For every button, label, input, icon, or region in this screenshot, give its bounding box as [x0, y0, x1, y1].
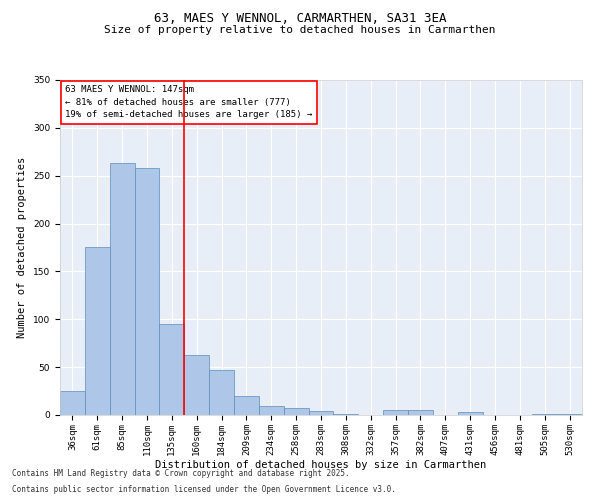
Bar	[532, 414, 557, 415]
Bar	[308, 411, 334, 415]
Text: Contains HM Land Registry data © Crown copyright and database right 2025.: Contains HM Land Registry data © Crown c…	[12, 468, 350, 477]
Bar	[60, 391, 85, 415]
Bar	[557, 414, 582, 415]
Bar	[85, 246, 110, 415]
Bar	[383, 410, 408, 415]
X-axis label: Distribution of detached houses by size in Carmarthen: Distribution of detached houses by size …	[155, 460, 487, 470]
Bar	[110, 164, 134, 415]
Text: Contains public sector information licensed under the Open Government Licence v3: Contains public sector information licen…	[12, 485, 396, 494]
Text: Size of property relative to detached houses in Carmarthen: Size of property relative to detached ho…	[104, 25, 496, 35]
Text: 63 MAES Y WENNOL: 147sqm
← 81% of detached houses are smaller (777)
19% of semi-: 63 MAES Y WENNOL: 147sqm ← 81% of detach…	[65, 85, 313, 119]
Bar	[408, 410, 433, 415]
Bar	[184, 354, 209, 415]
Bar	[209, 370, 234, 415]
Bar	[458, 412, 482, 415]
Bar	[134, 168, 160, 415]
Bar	[234, 396, 259, 415]
Bar	[334, 414, 358, 415]
Y-axis label: Number of detached properties: Number of detached properties	[17, 157, 28, 338]
Text: 63, MAES Y WENNOL, CARMARTHEN, SA31 3EA: 63, MAES Y WENNOL, CARMARTHEN, SA31 3EA	[154, 12, 446, 26]
Bar	[160, 324, 184, 415]
Bar	[259, 406, 284, 415]
Bar	[284, 408, 308, 415]
